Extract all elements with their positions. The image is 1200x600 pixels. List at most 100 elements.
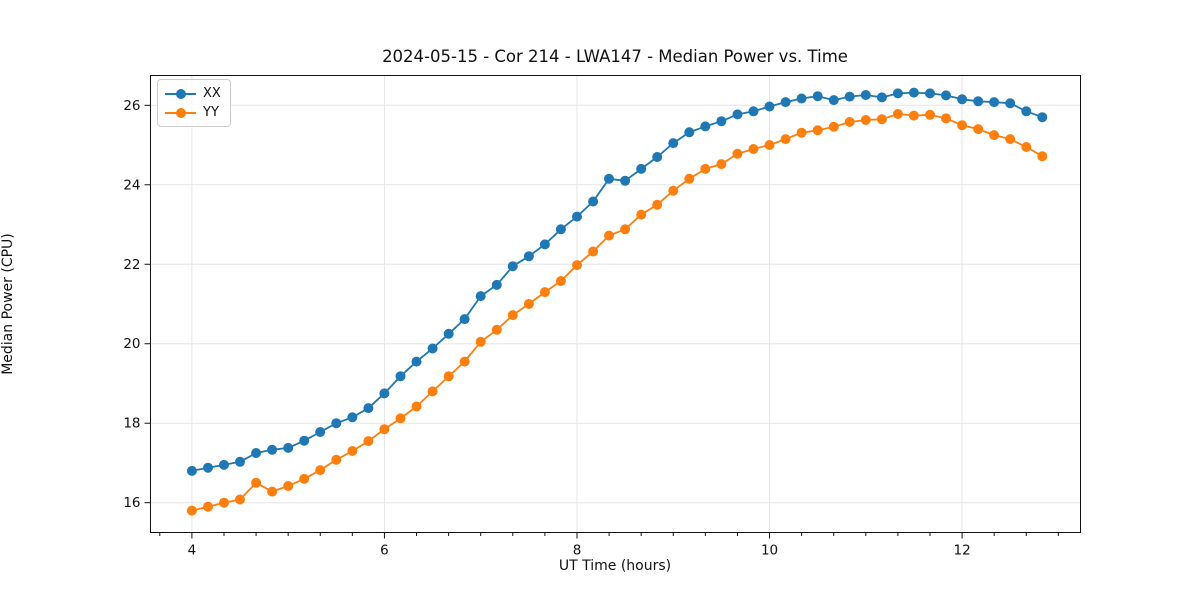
xx-marker — [379, 388, 390, 399]
xx-marker — [507, 261, 518, 272]
yy-line-marker-swatch — [165, 107, 196, 118]
xx-marker — [844, 91, 855, 102]
xx-marker — [764, 101, 775, 112]
yy-marker — [732, 148, 743, 159]
xx-marker — [989, 97, 1000, 108]
xx-marker — [700, 121, 711, 132]
yy-marker — [523, 299, 534, 309]
xx-marker — [716, 116, 727, 127]
yy-marker — [780, 134, 791, 145]
xx-marker — [219, 459, 229, 470]
xx-marker — [828, 95, 839, 106]
yy-marker — [973, 124, 984, 135]
xx-marker — [491, 279, 502, 290]
x-tick-label: 4 — [188, 543, 197, 559]
xx-marker — [620, 175, 631, 186]
xx-marker — [555, 224, 566, 235]
xx-marker — [652, 152, 663, 162]
xx-marker — [941, 90, 951, 101]
yy-marker — [876, 114, 887, 125]
yy-marker — [395, 413, 406, 424]
xx-marker — [796, 93, 807, 104]
yy-marker — [347, 446, 358, 456]
y-tick-label: 22 — [123, 257, 140, 273]
yy-marker — [459, 356, 470, 367]
xx-marker — [459, 314, 470, 325]
yy-marker — [299, 473, 310, 484]
xx-marker — [892, 88, 903, 99]
legend: XX YY — [157, 79, 231, 127]
xx-marker — [668, 138, 679, 149]
yy-marker — [572, 260, 582, 271]
yy-marker — [186, 505, 197, 516]
xx-marker — [475, 291, 486, 302]
yy-marker — [363, 436, 374, 447]
xx-marker — [523, 251, 534, 262]
xx-marker — [1021, 106, 1032, 117]
yy-marker — [620, 224, 631, 235]
yy-marker — [1005, 134, 1016, 145]
xx-marker — [748, 106, 759, 117]
xx-marker — [186, 465, 197, 476]
xx-marker — [636, 163, 647, 174]
xx-marker — [1037, 112, 1048, 123]
yy-marker — [283, 481, 294, 491]
xx-marker — [588, 196, 599, 207]
yy-marker — [411, 401, 422, 412]
xx-marker — [331, 418, 342, 429]
xx-marker — [604, 173, 614, 184]
yy-marker — [379, 424, 390, 435]
xx-marker — [780, 97, 791, 108]
y-tick-label: 20 — [123, 336, 140, 352]
yy-marker — [908, 110, 919, 121]
y-tick-label: 24 — [123, 177, 140, 193]
yy-marker — [491, 324, 502, 335]
xx-marker — [427, 343, 438, 354]
xx-marker — [347, 412, 358, 423]
legend-item-xx: XX — [165, 84, 222, 103]
xx-marker — [957, 94, 968, 105]
xx-marker — [539, 239, 550, 250]
yy-marker — [716, 159, 727, 170]
xx-marker — [283, 442, 294, 453]
x-axis-label: UT Time (hours) — [558, 558, 672, 574]
x-tick-label: 8 — [573, 543, 582, 559]
xx-marker — [684, 127, 695, 138]
xx-marker — [572, 211, 582, 222]
x-tick-label: 12 — [953, 543, 970, 559]
yy-marker — [828, 121, 839, 132]
xx-marker — [315, 427, 326, 437]
xx-marker — [299, 435, 310, 446]
yy-marker — [203, 501, 213, 512]
y-tick-label: 26 — [123, 98, 140, 114]
yy-line — [190, 113, 1044, 512]
yy-marker — [892, 109, 903, 119]
yy-marker — [555, 276, 566, 286]
yy-marker — [539, 287, 550, 298]
yy-marker — [844, 117, 855, 127]
series-xx — [186, 87, 1048, 476]
gridlines — [150, 75, 1081, 533]
yy-marker — [588, 246, 599, 257]
yy-marker — [700, 163, 711, 174]
yy-marker — [251, 477, 262, 488]
xx-marker — [732, 109, 743, 120]
y-tick-label: 16 — [123, 495, 140, 511]
xx-marker — [925, 88, 935, 99]
yy-marker — [443, 371, 454, 382]
xx-marker — [908, 87, 919, 98]
yy-marker — [1021, 142, 1032, 152]
legend-label-xx: XX — [203, 86, 221, 101]
x-tick-label: 6 — [380, 543, 389, 559]
xx-marker — [443, 328, 454, 339]
tick-labels: 4 6 8 10 12 16 18 20 22 24 26 — [123, 98, 970, 559]
xx-marker — [1005, 98, 1016, 109]
xx-marker — [973, 96, 984, 107]
yy-marker — [925, 109, 935, 120]
y-tick-label: 18 — [123, 416, 140, 432]
yy-marker — [507, 310, 518, 321]
xx-marker — [876, 92, 887, 103]
y-axis-label: Median Power (CPU) — [0, 233, 16, 375]
